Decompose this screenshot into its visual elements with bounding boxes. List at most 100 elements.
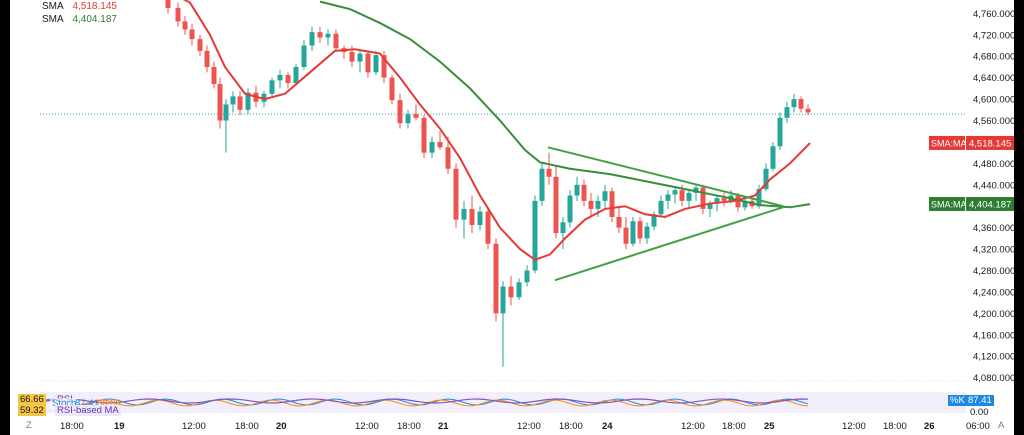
x-tick-label: 06:00: [966, 421, 990, 432]
candle-body: [616, 216, 622, 228]
candle-body: [285, 74, 291, 84]
stoch-k-value: 87.41: [75, 398, 99, 409]
auto-scale-button[interactable]: A: [998, 420, 1005, 431]
candle-body: [317, 32, 323, 38]
candle-body: [485, 211, 491, 244]
x-tick-label: 18:00: [559, 421, 583, 432]
rsi-value-badge: 66.66: [18, 394, 46, 405]
price-tag-name: SMA:MA: [931, 199, 967, 209]
stoch-label: Stoch: [50, 398, 79, 409]
candle-body: [581, 184, 587, 201]
candle-body: [665, 194, 671, 201]
stoch-k-tag-label: %K: [950, 395, 965, 406]
candle-body: [269, 80, 275, 94]
y-tick-label: 4,280.000: [973, 266, 1014, 277]
candle-body: [798, 99, 804, 109]
x-tick-label: 19: [114, 421, 125, 432]
trendline-upper: [547, 146, 784, 208]
candle-body: [539, 168, 545, 201]
sma-slow-line: [319, 0, 811, 209]
candle-body: [211, 66, 217, 85]
y-tick-label: 4,160.000: [973, 330, 1014, 341]
y-tick-label: 4,680.000: [973, 52, 1014, 63]
candle-body: [742, 200, 748, 208]
y-tick-label: 4,720.000: [973, 30, 1014, 41]
price-tag-value: 4,518.145: [969, 138, 1011, 149]
chart-legend: SMA 4,518.145 SMA 4,404.187: [42, 0, 117, 26]
candle-body: [182, 21, 188, 30]
candle-body: [756, 189, 762, 207]
rsi-ma-label: RSI-based MA: [55, 405, 121, 416]
candle-body: [421, 117, 427, 153]
y-tick-label: 4,080.000: [973, 373, 1014, 384]
candle-body: [477, 211, 483, 225]
rsi-ma-value-badge: 59.32: [18, 405, 46, 416]
candle-body: [223, 104, 229, 121]
candle-body: [693, 187, 699, 193]
candle-body: [560, 222, 566, 234]
stoch-k-line: [39, 398, 809, 406]
candle-body: [672, 190, 678, 195]
candle-body: [777, 117, 783, 147]
candle-body: [365, 53, 371, 73]
candle-body: [325, 33, 331, 38]
y-tick-label: 4,440.000: [973, 180, 1014, 191]
legend-sma-fast-name: SMA: [42, 1, 64, 12]
candle-body: [217, 84, 223, 121]
x-tick-label: 12:00: [842, 421, 866, 432]
candle-body: [707, 203, 713, 209]
candle-body: [381, 55, 387, 78]
candle-body: [357, 53, 363, 62]
candle-body: [805, 108, 811, 113]
y-tick-label: 4,200.000: [973, 309, 1014, 320]
x-tick-label: 24: [602, 421, 613, 432]
y-tick-label: 4,320.000: [973, 245, 1014, 256]
candle-body: [508, 286, 514, 298]
price-tag-name-bg: [929, 196, 965, 211]
x-tick-label: 12:00: [681, 421, 705, 432]
candle-body: [500, 286, 506, 314]
candle-body: [524, 270, 530, 283]
candle-body: [658, 200, 664, 215]
y-tick-label: 4,120.000: [973, 352, 1014, 363]
candle-body: [301, 45, 307, 67]
candle-body: [389, 77, 395, 101]
candle-body: [309, 32, 315, 46]
candle-body: [405, 114, 411, 124]
rsi-line: [39, 398, 809, 404]
candle-body: [595, 200, 601, 209]
legend-sma-fast: SMA 4,518.145: [42, 0, 117, 13]
candle-body: [413, 114, 419, 118]
candle-body: [261, 93, 267, 102]
x-tick-label: 18:00: [722, 421, 746, 432]
candle-body: [630, 221, 636, 244]
candle-body: [437, 141, 443, 148]
candle-body: [546, 168, 552, 177]
candle-body: [469, 208, 475, 225]
candle-body: [553, 176, 559, 234]
candle-body: [204, 50, 210, 67]
timezone-label[interactable]: Z: [26, 420, 32, 431]
x-tick-label: 18:00: [397, 421, 421, 432]
candle-body: [651, 214, 657, 227]
candle-body: [609, 191, 615, 217]
legend-sma-slow: SMA 4,404.187: [42, 13, 117, 26]
y-tick-label: 4,240.000: [973, 287, 1014, 298]
candle-body: [735, 195, 741, 208]
sma-fast-line: [182, 0, 811, 261]
candle-body: [453, 168, 459, 220]
x-tick-label: 25: [764, 421, 775, 432]
x-tick-label: 18:00: [883, 421, 907, 432]
chart-canvas: 4,760.000 4,720.000 4,680.000 4,640.000 4,60…: [39, 0, 1014, 432]
candle-body: [237, 96, 243, 110]
candle-body: [763, 168, 769, 190]
price-tag-name-bg: [929, 135, 965, 150]
candle-body: [493, 243, 499, 314]
y-tick-label: 4,600.000: [973, 95, 1014, 106]
y-tick-label: 4,760.000: [973, 9, 1014, 20]
y-tick-label: 4,560.000: [973, 116, 1014, 127]
candle-body: [574, 184, 580, 196]
price-chart[interactable]: 4,760.000 4,720.000 4,680.000 4,640.000 4,60…: [10, 0, 1014, 435]
candle-body: [770, 146, 776, 169]
